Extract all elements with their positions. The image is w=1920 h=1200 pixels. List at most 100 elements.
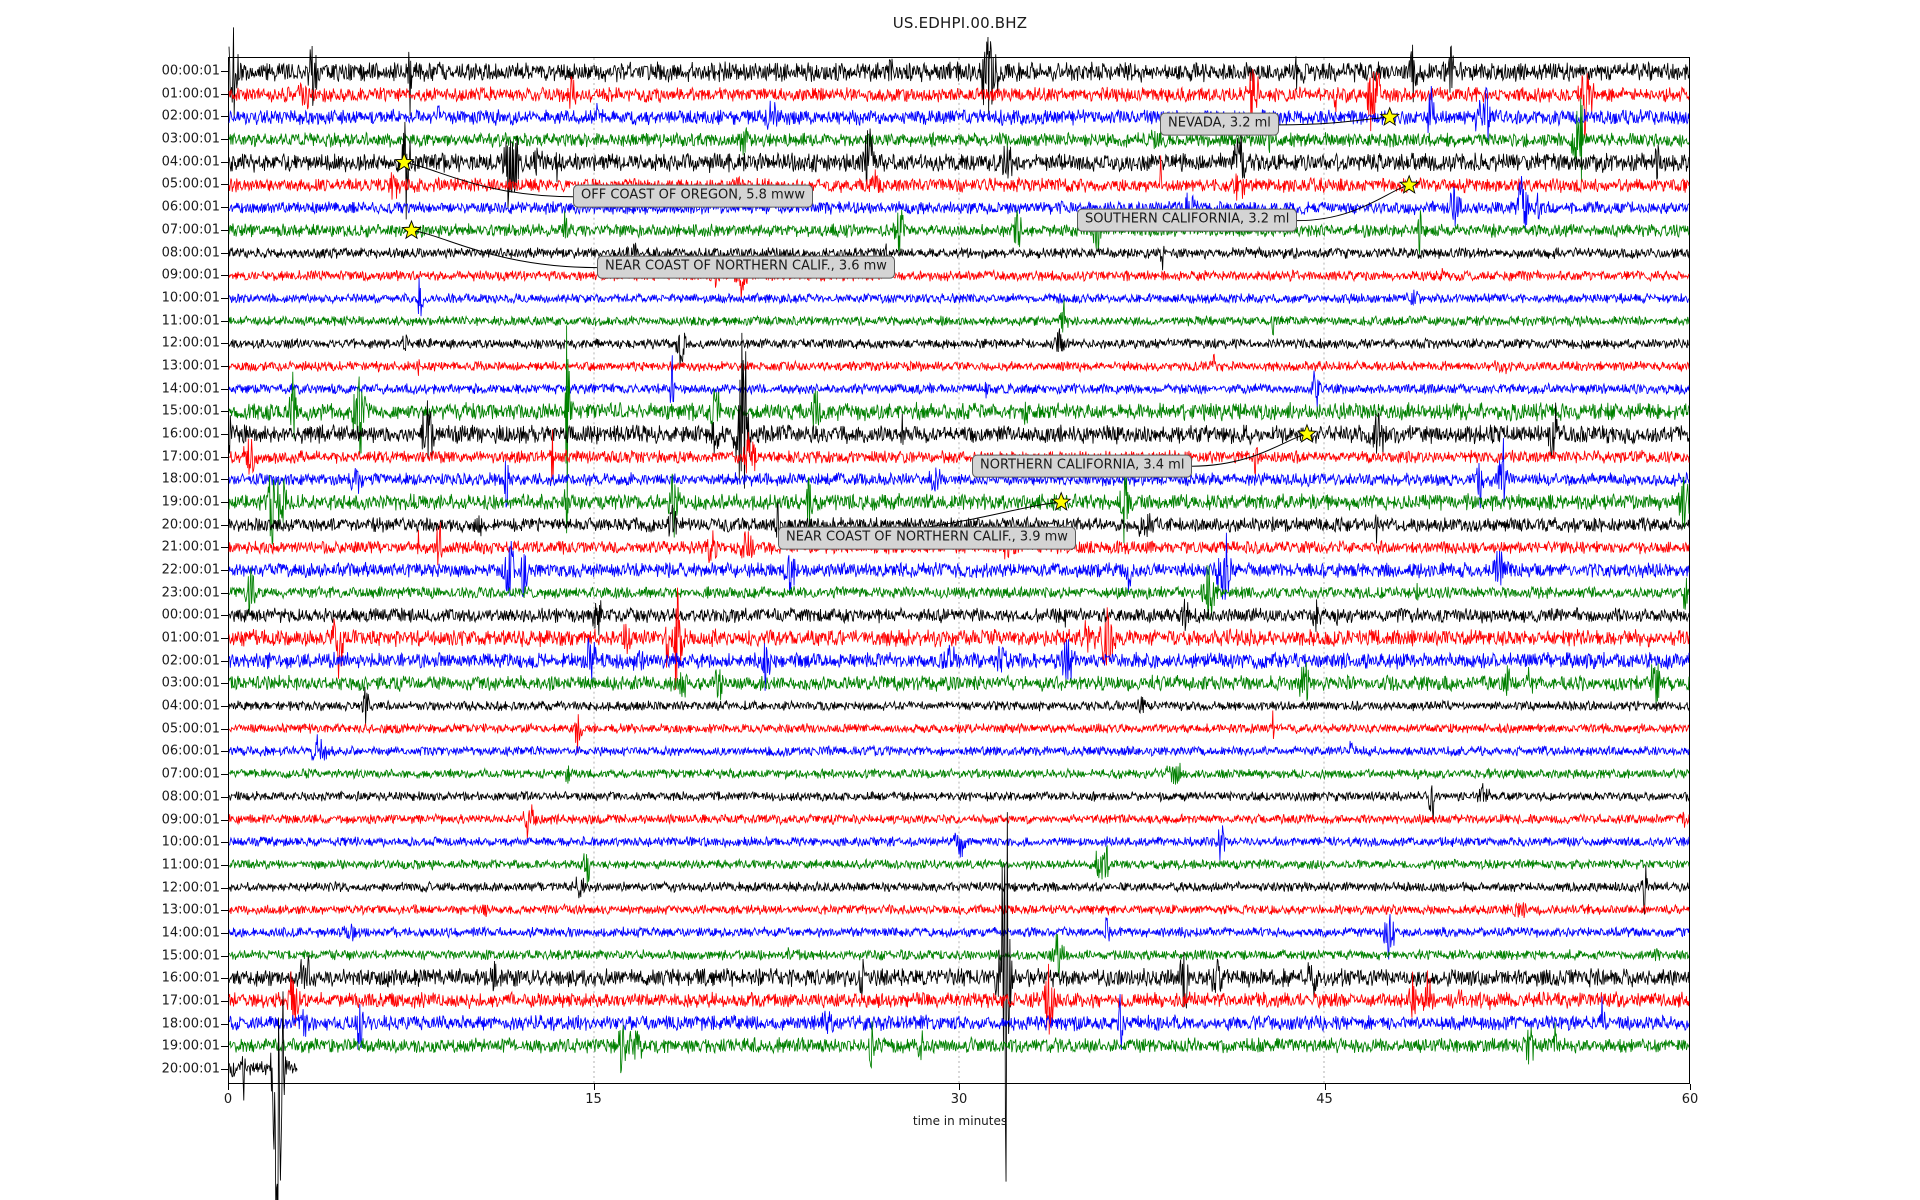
annotation-leader-line bbox=[404, 162, 574, 198]
y-tick-mark bbox=[221, 1069, 228, 1071]
y-tick-mark bbox=[221, 207, 228, 209]
trace-row bbox=[228, 155, 1690, 201]
y-tick-label: 17:00:01 bbox=[161, 449, 220, 465]
y-tick-mark bbox=[221, 751, 228, 753]
y-tick-mark bbox=[221, 479, 228, 481]
y-tick-label: 07:00:01 bbox=[161, 766, 220, 782]
x-tick-mark bbox=[228, 1084, 229, 1090]
page-title: US.EDHPI.00.BHZ bbox=[892, 14, 1028, 32]
y-tick-label: 05:00:01 bbox=[161, 176, 220, 192]
trace-row bbox=[228, 1021, 1690, 1074]
x-tick-mark bbox=[1690, 1084, 1691, 1090]
y-tick-mark bbox=[221, 275, 228, 277]
y-tick-mark bbox=[221, 365, 228, 367]
trace-row bbox=[228, 734, 1690, 761]
y-tick-label: 01:00:01 bbox=[161, 630, 220, 646]
y-tick-mark bbox=[221, 229, 228, 231]
x-tick-label: 0 bbox=[223, 1092, 233, 1107]
y-tick-label: 10:00:01 bbox=[161, 290, 220, 306]
y-tick-label: 01:00:01 bbox=[161, 86, 220, 102]
event-annotation[interactable]: SOUTHERN CALIFORNIA, 3.2 ml bbox=[1077, 208, 1298, 232]
y-tick-mark bbox=[221, 932, 228, 934]
y-tick-label: 14:00:01 bbox=[161, 381, 220, 397]
y-tick-label: 05:00:01 bbox=[161, 721, 220, 737]
trace-row bbox=[228, 355, 1690, 408]
x-tick-label: 15 bbox=[585, 1092, 602, 1107]
y-tick-mark bbox=[221, 842, 228, 844]
earthquake-star-marker bbox=[401, 219, 422, 240]
y-tick-label: 10:00:01 bbox=[161, 834, 220, 850]
trace-row bbox=[228, 176, 1690, 230]
y-tick-label: 19:00:01 bbox=[161, 1038, 220, 1054]
event-annotation[interactable]: NEVADA, 3.2 ml bbox=[1160, 112, 1279, 136]
y-tick-mark bbox=[221, 388, 228, 390]
y-tick-mark bbox=[221, 524, 228, 526]
y-tick-mark bbox=[221, 1023, 228, 1025]
x-tick-mark bbox=[959, 1084, 960, 1090]
trace-row bbox=[228, 686, 1690, 726]
y-tick-label: 03:00:01 bbox=[161, 131, 220, 147]
x-tick-mark bbox=[593, 1084, 595, 1090]
x-tick-mark bbox=[1324, 1084, 1326, 1090]
trace-row bbox=[228, 353, 1690, 376]
y-tick-mark bbox=[221, 297, 228, 299]
y-tick-mark bbox=[221, 887, 228, 889]
y-tick-label: 11:00:01 bbox=[161, 313, 220, 329]
trace-row bbox=[228, 994, 1690, 1051]
trace-row bbox=[228, 825, 1690, 861]
y-tick-label: 06:00:01 bbox=[161, 199, 220, 215]
trace-row bbox=[228, 97, 1690, 182]
y-tick-label: 12:00:01 bbox=[161, 335, 220, 351]
gridlines bbox=[593, 58, 1325, 1083]
y-tick-label: 18:00:01 bbox=[161, 1016, 220, 1032]
y-tick-label: 12:00:01 bbox=[161, 880, 220, 896]
trace-row bbox=[228, 587, 1690, 690]
seismic-traces bbox=[228, 27, 1690, 1200]
y-tick-label: 04:00:01 bbox=[161, 154, 220, 170]
y-tick-mark bbox=[221, 864, 228, 866]
y-tick-label: 08:00:01 bbox=[161, 789, 220, 805]
trace-row bbox=[228, 844, 1690, 885]
trace-row bbox=[228, 299, 1690, 336]
plot-axes bbox=[228, 27, 1690, 1200]
y-tick-mark bbox=[221, 502, 228, 503]
y-tick-label: 11:00:01 bbox=[161, 857, 220, 873]
trace-row bbox=[228, 464, 1690, 545]
y-tick-label: 08:00:01 bbox=[161, 245, 220, 260]
event-annotation[interactable]: NEAR COAST OF NORTHERN CALIF., 3.9 mw bbox=[778, 526, 1076, 550]
trace-row bbox=[228, 69, 1690, 139]
trace-row bbox=[228, 637, 1690, 691]
y-tick-label: 02:00:01 bbox=[161, 653, 220, 669]
annotation-leader-line bbox=[1296, 184, 1410, 222]
y-tick-label: 17:00:01 bbox=[161, 993, 220, 1009]
y-tick-mark bbox=[221, 93, 228, 95]
y-tick-label: 15:00:01 bbox=[161, 403, 220, 419]
trace-row bbox=[228, 328, 1690, 368]
y-tick-mark bbox=[221, 116, 228, 118]
y-tick-label: 21:00:01 bbox=[161, 539, 220, 555]
trace-row bbox=[228, 277, 1690, 317]
y-tick-mark bbox=[221, 819, 228, 821]
trace-row bbox=[228, 812, 1690, 1182]
annotation-leader-line bbox=[1191, 433, 1308, 467]
trace-row bbox=[228, 521, 1690, 566]
y-tick-mark bbox=[221, 774, 228, 776]
annotation-leader-line bbox=[411, 229, 598, 269]
event-annotation[interactable]: NEAR COAST OF NORTHERN CALIF., 3.6 mw bbox=[597, 255, 895, 279]
y-tick-mark bbox=[221, 638, 228, 640]
y-tick-mark bbox=[221, 910, 228, 912]
y-tick-mark bbox=[221, 660, 228, 662]
annotation-leader-line bbox=[1278, 116, 1390, 126]
event-annotation[interactable]: OFF COAST OF OREGON, 5.8 mww bbox=[573, 184, 813, 208]
trace-row bbox=[228, 991, 298, 1200]
y-tick-mark bbox=[221, 71, 228, 73]
earthquake-star-marker bbox=[1398, 174, 1420, 194]
y-tick-mark bbox=[221, 161, 228, 163]
event-annotation[interactable]: NORTHERN CALIFORNIA, 3.4 ml bbox=[972, 454, 1193, 478]
y-tick-label: 20:00:01 bbox=[161, 517, 220, 533]
y-tick-label: 16:00:01 bbox=[161, 970, 220, 986]
x-tick-label: 60 bbox=[1681, 1092, 1699, 1107]
y-tick-label: 20:00:01 bbox=[161, 1061, 220, 1077]
y-tick-label: 22:00:01 bbox=[161, 562, 220, 578]
x-axis-label: time in minutes bbox=[912, 1114, 1008, 1128]
